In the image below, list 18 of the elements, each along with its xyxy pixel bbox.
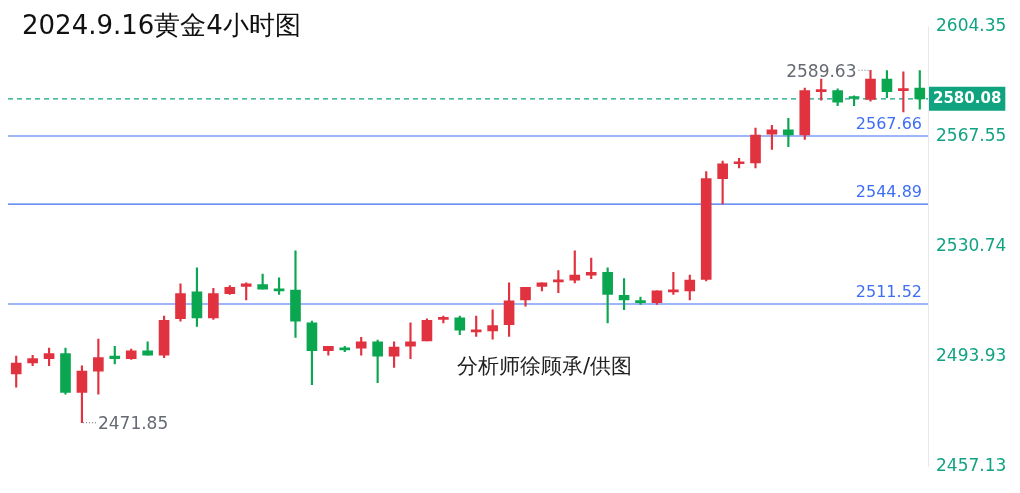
candlestick bbox=[815, 78, 827, 101]
ref-line-label: 2511.52 bbox=[855, 282, 922, 302]
candlestick bbox=[125, 348, 137, 360]
y-tick-label: 2457.13 bbox=[936, 455, 1007, 476]
annotation: 2589.63 bbox=[786, 60, 857, 81]
y-tick-label: 2493.93 bbox=[936, 345, 1007, 366]
annotation: 分析师徐顾承/供图 bbox=[456, 354, 633, 379]
y-tick-label: 2604.35 bbox=[936, 14, 1007, 35]
ref-line-label: 2567.66 bbox=[855, 114, 922, 134]
y-tick-label: 2530.74 bbox=[936, 234, 1007, 255]
candlestick bbox=[668, 272, 679, 295]
ref-line-label: 2544.89 bbox=[855, 182, 922, 202]
candlestick bbox=[142, 341, 153, 356]
annotation: 2471.85 bbox=[97, 413, 169, 434]
chart-title: 2024.9.16黄金4小时图 bbox=[22, 9, 301, 40]
y-tick-label: 2567.55 bbox=[936, 124, 1007, 145]
candlestick bbox=[898, 71, 909, 113]
ref-line-label: 2580.08 bbox=[933, 88, 1002, 107]
